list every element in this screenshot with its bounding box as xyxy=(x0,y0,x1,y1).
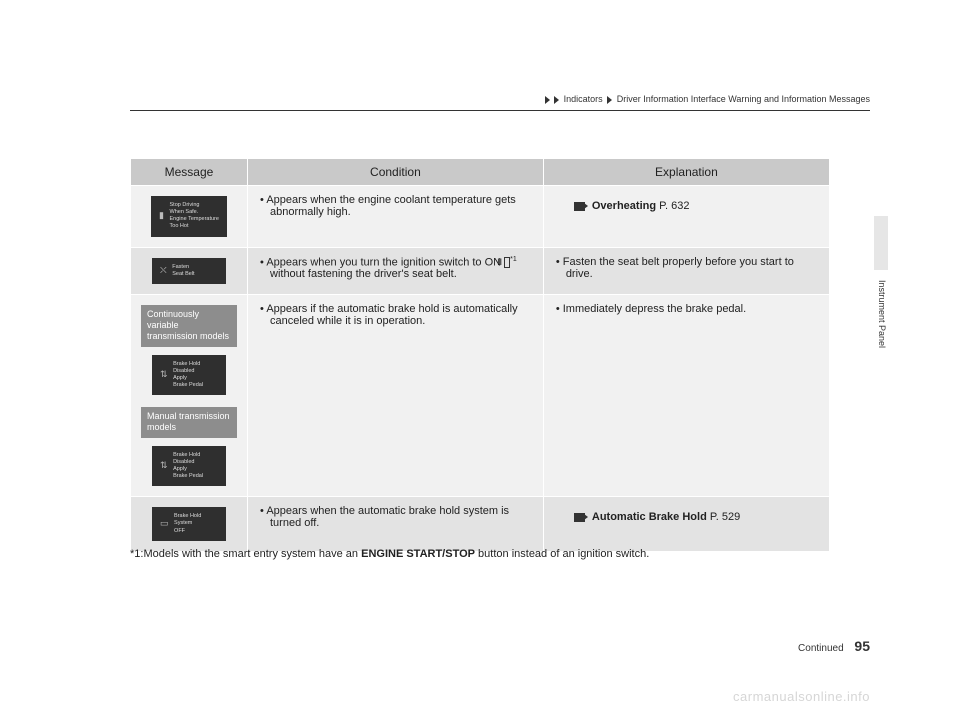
manual-page: Indicators Driver Information Interface … xyxy=(0,0,960,722)
breadcrumb-item: Indicators xyxy=(564,94,603,104)
chevron-right-icon xyxy=(607,96,612,104)
table-row: Continuously variable transmission model… xyxy=(131,294,830,496)
condition-cell: • Appears when the engine coolant temper… xyxy=(248,186,544,248)
display-message-icon: ⇅ Brake Hold Disabled Apply Brake Pedal xyxy=(152,355,226,396)
brake-pedal-icon: ⇅ xyxy=(160,460,168,472)
condition-cell: • Appears when the automatic brake hold … xyxy=(248,497,544,551)
messages-table: Message Condition Explanation ▮ Stop Dri… xyxy=(130,158,830,552)
icon-text: Stop Driving When Safe. Engine Temperatu… xyxy=(170,202,219,231)
table-header-row: Message Condition Explanation xyxy=(131,159,830,186)
condition-text: • Appears when you turn the ignition swi… xyxy=(258,256,533,281)
chevron-right-icon xyxy=(554,96,559,104)
explanation-text: • Fasten the seat belt properly before y… xyxy=(554,256,819,280)
reference-link: Overheating P. 632 xyxy=(554,194,819,212)
brake-hold-icon: ▭ xyxy=(160,518,169,530)
book-icon xyxy=(574,513,585,522)
condition-text: • Appears when the engine coolant temper… xyxy=(258,194,533,218)
condition-text: • Appears when the automatic brake hold … xyxy=(258,505,533,529)
condition-cell: • Appears when you turn the ignition swi… xyxy=(248,247,544,294)
col-header-explanation: Explanation xyxy=(543,159,829,186)
table-row: ⛌ Fasten Seat Belt • Appears when you tu… xyxy=(131,247,830,294)
explanation-cell: • Immediately depress the brake pedal. xyxy=(543,294,829,496)
temperature-icon: ▮ xyxy=(159,210,164,222)
message-cell: ▮ Stop Driving When Safe. Engine Tempera… xyxy=(131,186,248,248)
explanation-cell: Overheating P. 632 xyxy=(543,186,829,248)
icon-text: Brake Hold System OFF xyxy=(174,513,201,534)
section-tab xyxy=(874,216,888,270)
condition-text: • Appears if the automatic brake hold is… xyxy=(258,303,533,327)
table-row: ▮ Stop Driving When Safe. Engine Tempera… xyxy=(131,186,830,248)
header-rule xyxy=(130,110,870,111)
breadcrumb: Indicators Driver Information Interface … xyxy=(130,94,870,104)
page-header: Indicators Driver Information Interface … xyxy=(130,94,870,111)
chevron-right-icon xyxy=(545,96,550,104)
explanation-cell: • Fasten the seat belt properly before y… xyxy=(543,247,829,294)
display-message-icon: ⇅ Brake Hold Disabled Apply Brake Pedal xyxy=(152,446,226,487)
icon-text: Fasten Seat Belt xyxy=(172,264,194,278)
display-message-icon: ⛌ Fasten Seat Belt xyxy=(152,258,226,284)
explanation-text: • Immediately depress the brake pedal. xyxy=(554,303,819,315)
footnote: *1:Models with the smart entry system ha… xyxy=(130,548,830,560)
col-header-condition: Condition xyxy=(248,159,544,186)
breadcrumb-item: Driver Information Interface Warning and… xyxy=(617,94,870,104)
section-label: Instrument Panel xyxy=(877,280,887,348)
message-cell: ▭ Brake Hold System OFF xyxy=(131,497,248,551)
continued-label: Continued xyxy=(798,643,844,654)
display-message-icon: ▮ Stop Driving When Safe. Engine Tempera… xyxy=(151,196,227,237)
brake-pedal-icon: ⇅ xyxy=(160,369,168,381)
seatbelt-icon: ⛌ xyxy=(160,265,167,277)
table-row: ▭ Brake Hold System OFF • Appears when t… xyxy=(131,497,830,551)
page-footer: Continued 95 xyxy=(130,638,870,654)
explanation-cell: Automatic Brake Hold P. 529 xyxy=(543,497,829,551)
display-message-icon: ▭ Brake Hold System OFF xyxy=(152,507,226,540)
watermark: carmanualsonline.info xyxy=(733,689,870,704)
message-cell: ⛌ Fasten Seat Belt xyxy=(131,247,248,294)
book-icon xyxy=(574,202,585,211)
page-number: 95 xyxy=(854,638,870,654)
col-header-message: Message xyxy=(131,159,248,186)
model-variant-label: Manual transmission models xyxy=(141,407,237,438)
icon-text: Brake Hold Disabled Apply Brake Pedal xyxy=(173,452,203,481)
condition-cell: • Appears if the automatic brake hold is… xyxy=(248,294,544,496)
reference-link: Automatic Brake Hold P. 529 xyxy=(554,505,819,523)
model-variant-label: Continuously variable transmission model… xyxy=(141,305,237,347)
message-cell: Continuously variable transmission model… xyxy=(131,294,248,496)
icon-text: Brake Hold Disabled Apply Brake Pedal xyxy=(173,361,203,390)
